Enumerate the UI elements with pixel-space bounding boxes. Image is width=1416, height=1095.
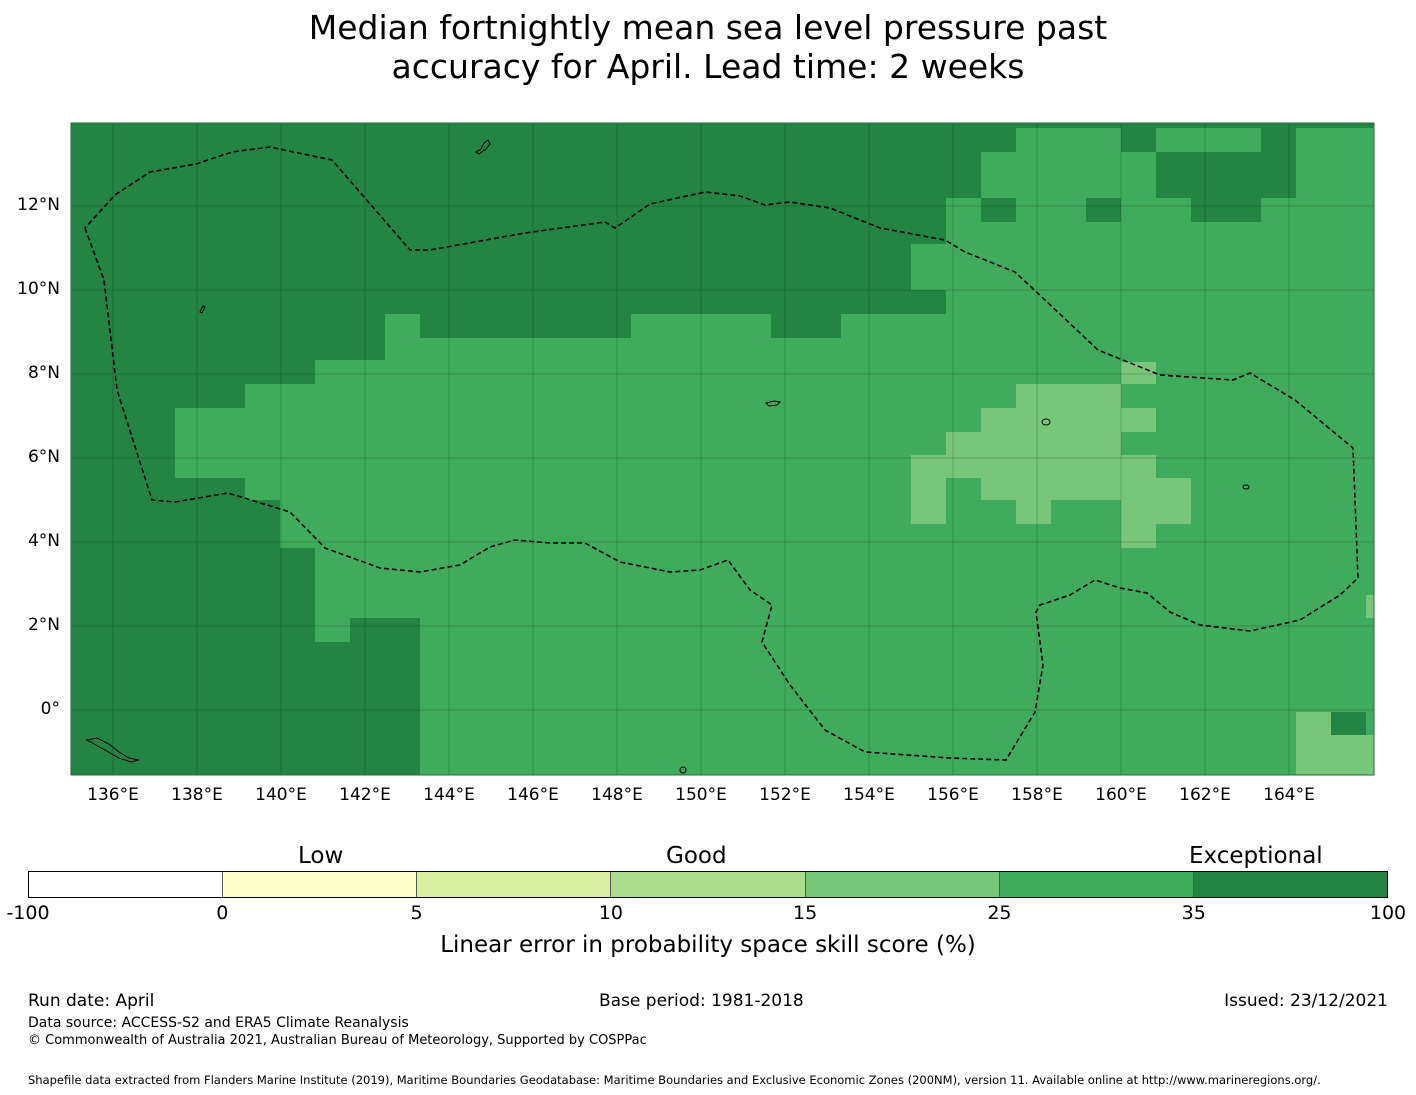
- colorbar-label: Linear error in probability space skill …: [440, 932, 976, 958]
- lat-tick-label: 12°N: [17, 195, 60, 215]
- copyright: © Commonwealth of Australia 2021, Austra…: [28, 1033, 647, 1048]
- colorbar-segment: [29, 872, 224, 897]
- lat-tick-label: 8°N: [27, 363, 60, 383]
- skill-cell: [981, 198, 1016, 222]
- skill-cell: [1296, 735, 1331, 775]
- lat-tick-label: 10°N: [17, 279, 60, 299]
- skill-cell: [1086, 198, 1121, 222]
- lat-tick-label: 4°N: [27, 531, 60, 551]
- lon-tick-label: 158°E: [1011, 785, 1063, 805]
- chart-title-line1: Median fortnightly mean sea level pressu…: [308, 8, 1108, 47]
- category-low: Low: [298, 843, 344, 869]
- lon-tick-label: 148°E: [591, 785, 643, 805]
- lon-tick-label: 156°E: [927, 785, 979, 805]
- lat-tick-label: 6°N: [27, 447, 60, 467]
- graticule: [71, 123, 1374, 775]
- lon-tick-label: 160°E: [1095, 785, 1147, 805]
- lon-tick-label: 146°E: [507, 785, 559, 805]
- colorbar-segment: [1193, 872, 1387, 897]
- shapefile-credit: Shapefile data extracted from Flanders M…: [28, 1073, 1321, 1087]
- lon-tick-label: 164°E: [1263, 785, 1315, 805]
- colorbar-segment: [999, 872, 1194, 897]
- colorbar-tick-label: 0: [216, 902, 229, 924]
- skill-cell: [1191, 198, 1261, 222]
- skill-cell: [1331, 735, 1374, 775]
- lon-tick-label: 142°E: [339, 785, 391, 805]
- skill-score-map: [70, 122, 1375, 776]
- colorbar: [28, 871, 1388, 898]
- lon-tick-label: 154°E: [843, 785, 895, 805]
- skill-cell: [1121, 128, 1156, 152]
- skill-cell: [1156, 152, 1296, 198]
- skill-grid: [71, 123, 1374, 775]
- category-good: Good: [666, 843, 727, 869]
- colorbar-tick-label: 5: [410, 902, 423, 924]
- skill-cell: [911, 362, 1191, 548]
- lon-tick-label: 152°E: [759, 785, 811, 805]
- base-period: Base period: 1981-2018: [599, 991, 804, 1011]
- colorbar-segment: [417, 872, 612, 897]
- colorbar-tick-label: 25: [987, 902, 1012, 924]
- colorbar-segment: [223, 872, 418, 897]
- pohnpei-island-icon: [1041, 418, 1051, 426]
- colorbar-segment: [611, 872, 806, 897]
- colorbar-segment: [805, 872, 1000, 897]
- issued-date: Issued: 23/12/2021: [1224, 991, 1388, 1011]
- lon-tick-label: 138°E: [171, 785, 223, 805]
- lon-tick-label: 144°E: [423, 785, 475, 805]
- lat-tick-label: 0°: [40, 699, 60, 719]
- colorbar-tick-label: -100: [6, 902, 50, 924]
- skill-cell: [1366, 595, 1374, 618]
- chuuk-island-icon: [765, 400, 782, 407]
- eez-boundary: [84, 146, 1359, 761]
- colorbar-tick-label: 15: [793, 902, 818, 924]
- skill-cell: [175, 128, 1374, 775]
- category-exceptional: Exceptional: [1189, 843, 1323, 869]
- skill-cell: [1296, 712, 1331, 735]
- lat-tick-label: 2°N: [27, 615, 60, 635]
- islands: [85, 139, 1250, 774]
- skill-cell: [1331, 712, 1366, 735]
- run-date: Run date: April: [28, 991, 155, 1011]
- lon-tick-label: 150°E: [675, 785, 727, 805]
- guam-island-icon: [475, 139, 491, 155]
- kosrae-island-icon: [1242, 484, 1250, 490]
- data-source: Data source: ACCESS-S2 and ERA5 Climate …: [28, 1015, 409, 1031]
- lon-tick-label: 140°E: [255, 785, 307, 805]
- palau-island-icon: [199, 305, 206, 314]
- colorbar-tick-label: 35: [1181, 902, 1206, 924]
- lon-tick-label: 162°E: [1179, 785, 1231, 805]
- lon-tick-label: 136°E: [87, 785, 139, 805]
- map-frame: [70, 122, 1375, 776]
- islet-icon: [679, 766, 687, 774]
- colorbar-tick-label: 100: [1369, 902, 1407, 924]
- colorbar-tick-label: 10: [598, 902, 623, 924]
- chart-title-line2: accuracy for April. Lead time: 2 weeks: [391, 47, 1025, 86]
- solomon-islands-icon: [85, 737, 140, 763]
